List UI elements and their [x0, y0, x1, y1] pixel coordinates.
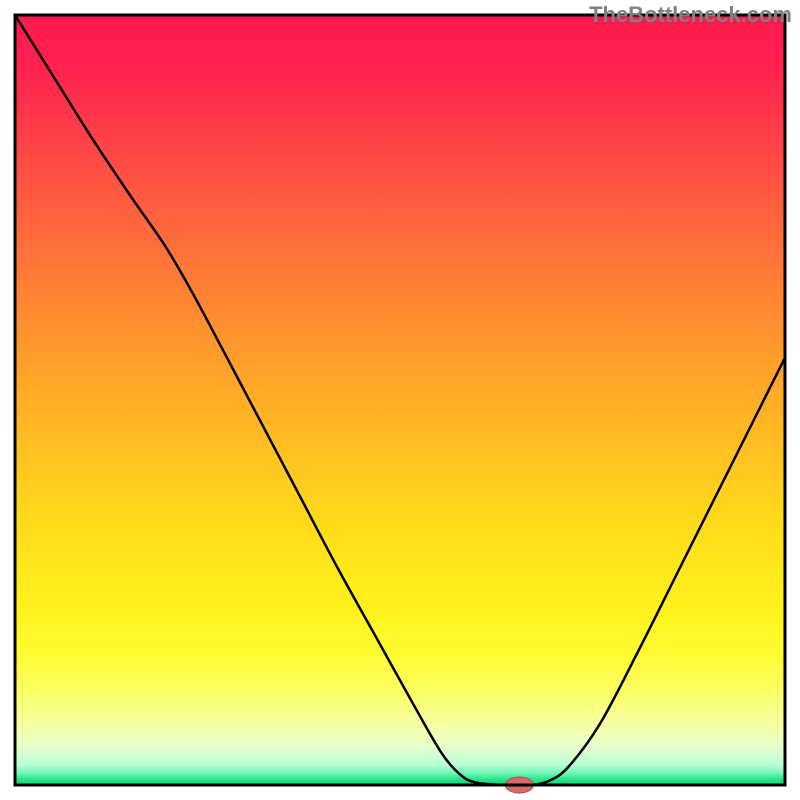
watermark-text: TheBottleneck.com — [589, 2, 792, 28]
chart-svg — [0, 0, 800, 800]
bottleneck-chart: TheBottleneck.com — [0, 0, 800, 800]
chart-background — [15, 15, 785, 785]
